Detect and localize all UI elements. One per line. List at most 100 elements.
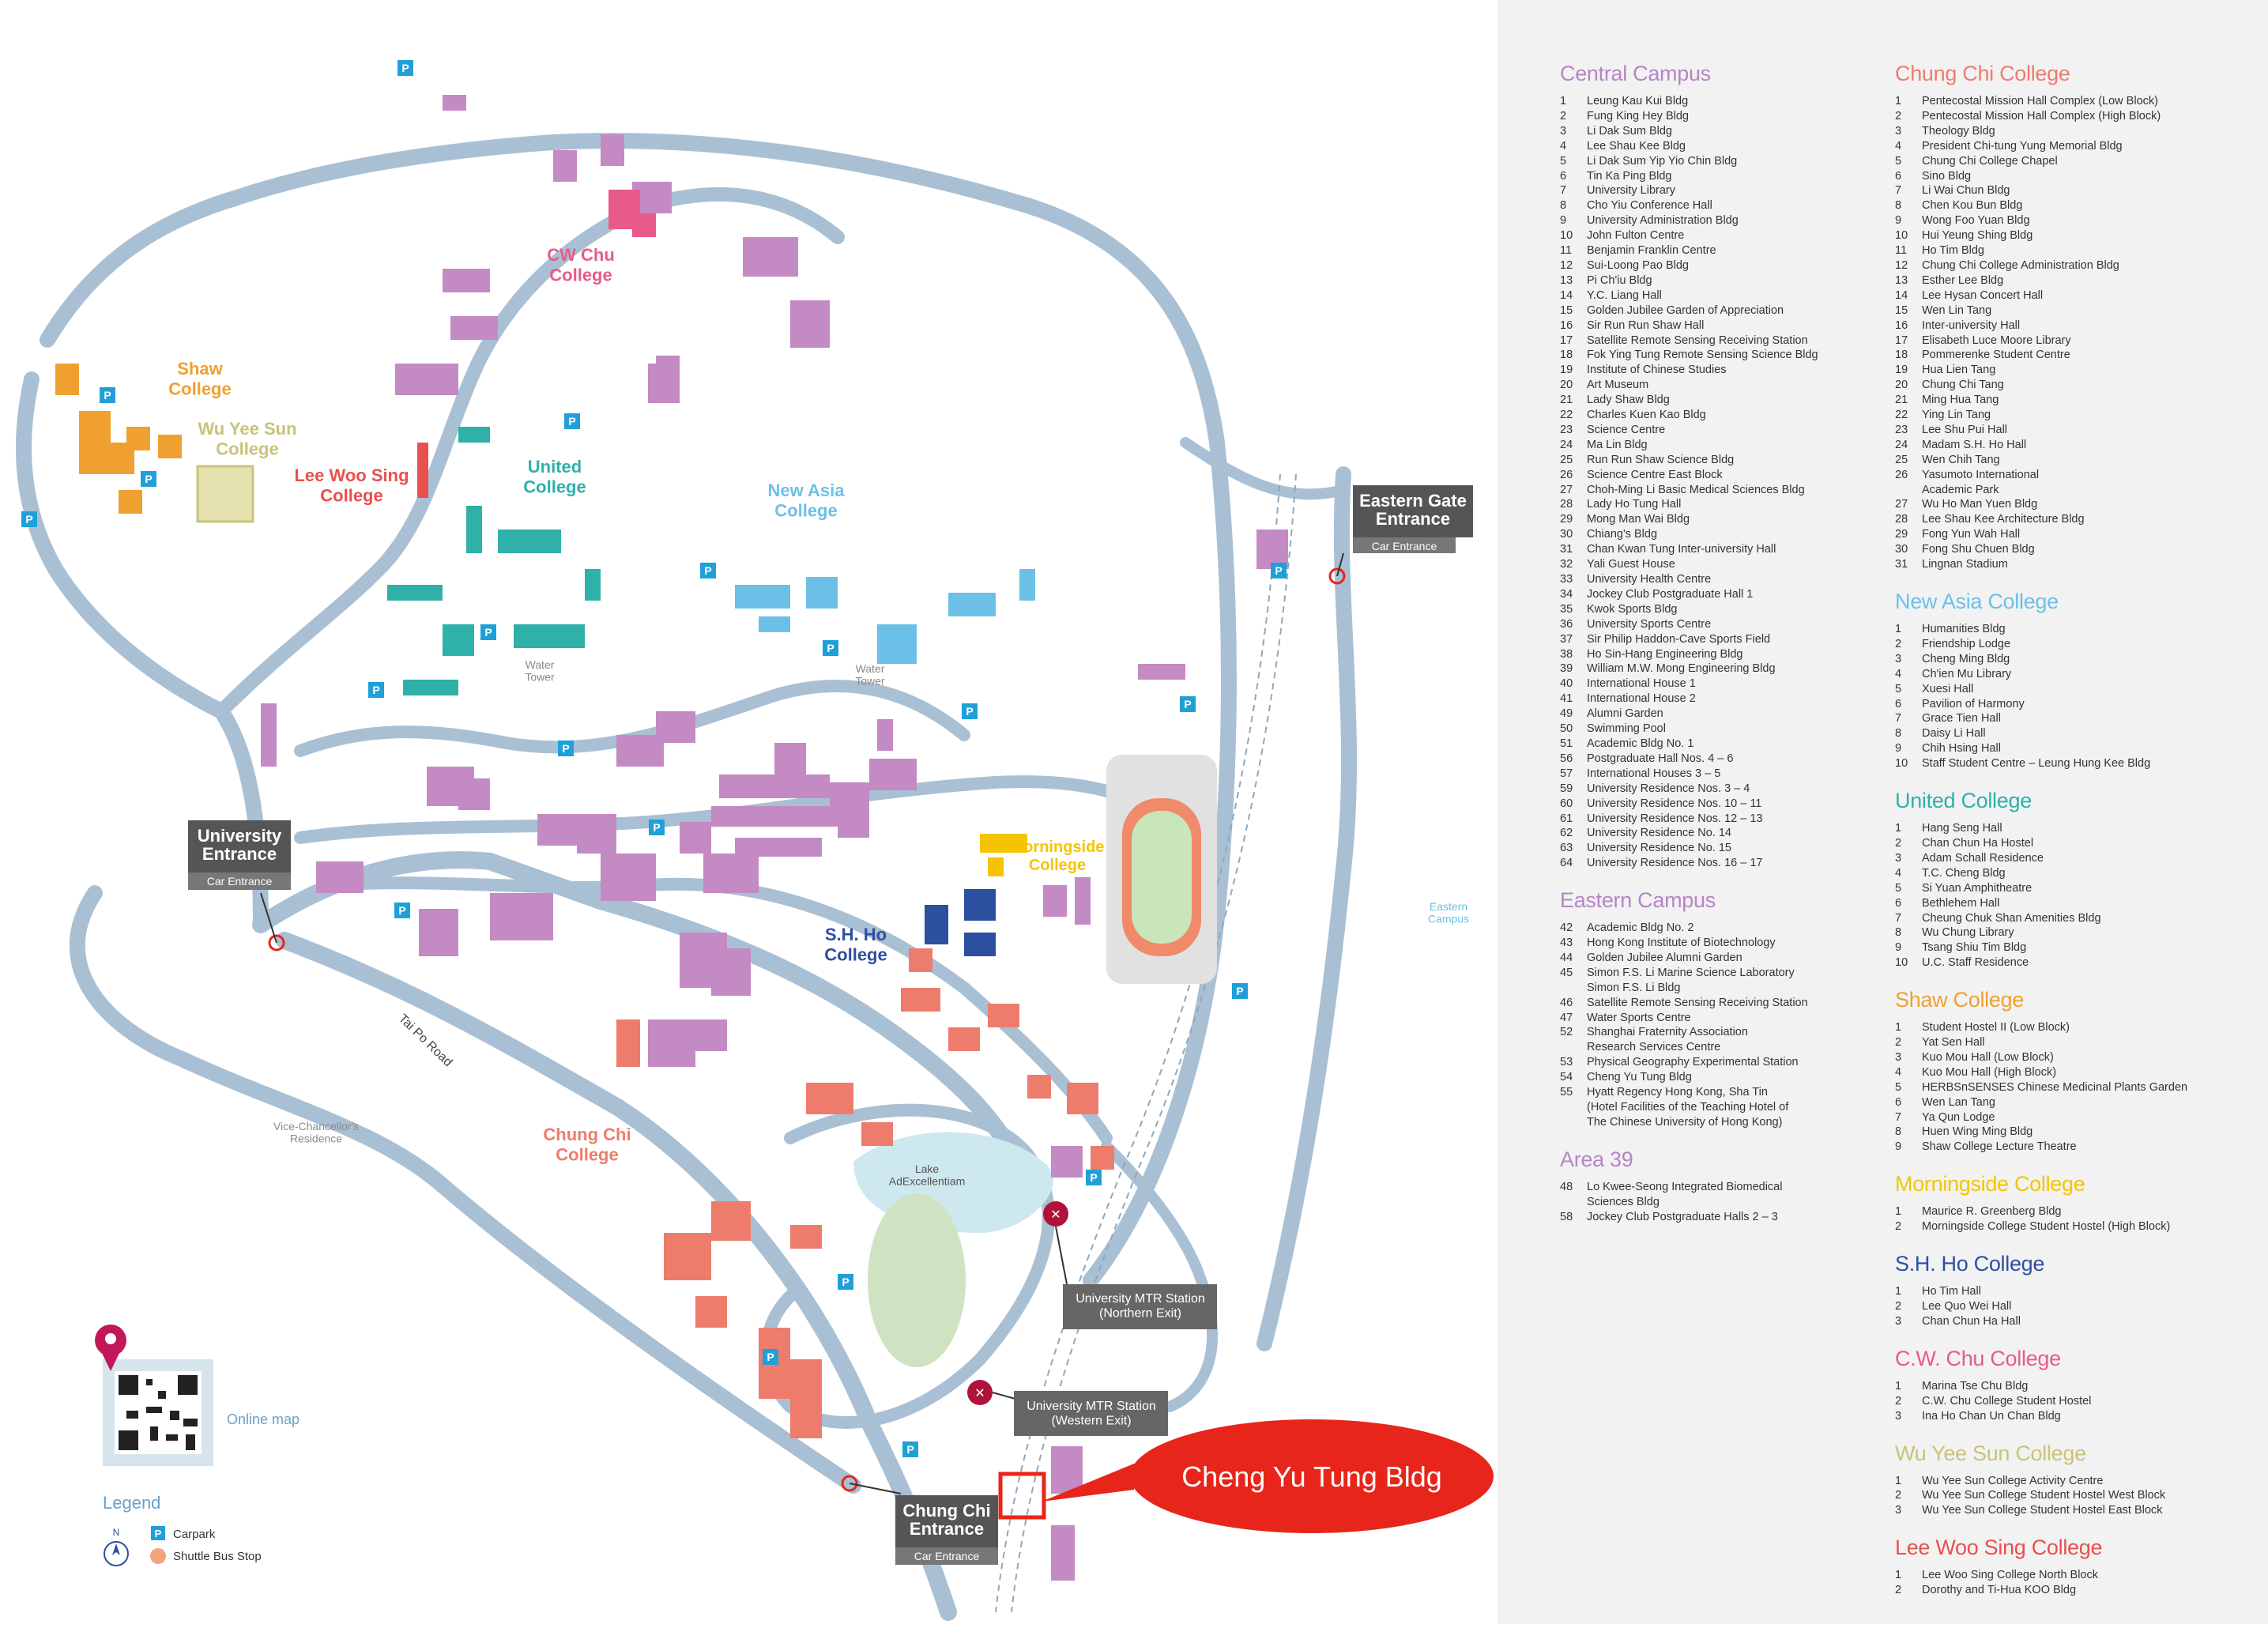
index-item: 19 Hua Lien Tang xyxy=(1895,363,2259,378)
index-item-number: 9 xyxy=(1895,742,1902,756)
index-item: 22 Charles Kuen Kao Bldg xyxy=(1560,408,1900,423)
index-item-name: Science Centre East Block xyxy=(1587,468,1723,481)
central-campus-buildings xyxy=(261,529,1288,1581)
index-item-number: 36 xyxy=(1560,617,1573,631)
index-item: 9 Tsang Shiu Tim Bldg xyxy=(1895,940,2259,955)
index-item: 25 Wen Chih Tang xyxy=(1895,453,2259,468)
svg-text:University MTR Station(Norther: University MTR Station (Northern Exit) xyxy=(1076,1292,1205,1320)
index-item-number: 5 xyxy=(1895,154,1902,168)
united-buildings xyxy=(387,427,601,695)
index-item-number: 13 xyxy=(1895,273,1908,287)
index-item-number: 6 xyxy=(1895,169,1902,183)
index-item: 21 Ming Hua Tang xyxy=(1895,393,2259,408)
index-item-name: Lo Kwee-Seong Integrated Biomedical xyxy=(1587,1180,1783,1193)
index-item-name: Ya Qun Lodge xyxy=(1922,1110,1995,1124)
index-item-name: Simon F.S. Li Bldg xyxy=(1587,981,1681,994)
index-item-name: Satellite Remote Sensing Receiving Stati… xyxy=(1587,996,1808,1009)
index-section: Central Campus 1 Leung Kau Kui Bldg 2 Fung K… xyxy=(1560,62,1900,871)
index-item-name: Ho Tim Hall xyxy=(1922,1285,1981,1298)
index-item-number: 60 xyxy=(1560,797,1573,810)
index-item: 2 Friendship Lodge xyxy=(1895,637,2259,652)
index-item-name: Kuo Mou Hall (Low Block) xyxy=(1922,1050,2054,1064)
index-item: 28 Lady Ho Tung Hall xyxy=(1560,497,1900,512)
index-item-number: 4 xyxy=(1560,139,1567,153)
index-item-number: 43 xyxy=(1560,936,1573,950)
index-item-number: 18 xyxy=(1560,349,1573,362)
qr-panel[interactable] xyxy=(95,1325,213,1466)
wu-yee-sun-building xyxy=(196,465,254,523)
online-map-link[interactable]: Online map xyxy=(227,1411,300,1427)
index-section: United College 1 Hang Seng Hall 2 Chan Chun … xyxy=(1895,789,2259,970)
index-item-name: Lady Shaw Bldg xyxy=(1587,394,1670,407)
svg-text:✕: ✕ xyxy=(1050,1207,1061,1222)
cheng-yu-tung-highlight[interactable] xyxy=(998,1472,1046,1520)
index-item-name: Lee Shau Kee Bldg xyxy=(1587,139,1686,153)
index-item: 60 University Residence Nos. 10 – 11 xyxy=(1560,797,1900,812)
label-cw-chu: CW Chu College xyxy=(547,245,615,285)
campus-map[interactable]: CW Chu College Shaw College Wu Yee Sun Coll… xyxy=(0,0,1498,1624)
index-item-number: 37 xyxy=(1560,632,1573,646)
index-section: Shaw College 1 Student Hostel II (Low Bloc… xyxy=(1895,988,2259,1155)
building-index: Central Campus 1 Leung Kau Kui Bldg 2 Fung K… xyxy=(1498,0,2268,1624)
legend: N P Carpark Shuttle Bus Stop xyxy=(104,1526,262,1566)
index-item-name: Leung Kau Kui Bldg xyxy=(1587,95,1689,107)
index-item-number xyxy=(1560,1115,1587,1130)
index-item: 36 University Sports Centre xyxy=(1560,617,1900,632)
playing-field xyxy=(868,1193,966,1367)
index-item-number: 1 xyxy=(1895,623,1902,635)
index-item-number: 21 xyxy=(1895,394,1908,407)
index-item-number: 7 xyxy=(1895,1110,1902,1124)
index-item-number: 2 xyxy=(1895,1489,1902,1502)
index-item: 35 Kwok Sports Bldg xyxy=(1560,602,1900,617)
index-section: New Asia College 1 Humanities Bldg 2 Friends… xyxy=(1895,590,2259,771)
index-item-number: 3 xyxy=(1895,1504,1902,1517)
index-item-number: 44 xyxy=(1560,951,1573,964)
index-item: 25 Run Run Shaw Science Bldg xyxy=(1560,453,1900,468)
index-item-number: 10 xyxy=(1895,956,1908,970)
index-item-name: Lee Woo Sing College North Block xyxy=(1922,1569,2098,1582)
index-item-number: 58 xyxy=(1560,1210,1573,1223)
index-item-name: Hui Yeung Shing Bldg xyxy=(1922,229,2033,243)
index-item: 34 Jockey Club Postgraduate Hall 1 xyxy=(1560,587,1900,602)
svg-text:P: P xyxy=(372,684,379,696)
index-item-number: 6 xyxy=(1895,896,1902,910)
index-item: 4 T.C. Cheng Bldg xyxy=(1895,866,2259,881)
eastern-campus-label: Eastern Campus xyxy=(1428,900,1469,925)
index-item: 8 Wu Chung Library xyxy=(1895,925,2259,940)
index-item-number: 59 xyxy=(1560,782,1573,795)
index-item-number: 19 xyxy=(1895,364,1908,377)
svg-text:✕: ✕ xyxy=(974,1385,985,1400)
callout-bubble[interactable] xyxy=(1130,1419,1494,1533)
index-item: 3 Kuo Mou Hall (Low Block) xyxy=(1895,1050,2259,1065)
index-item-number: 30 xyxy=(1895,543,1908,556)
index-item-name: Shanghai Fraternity Association xyxy=(1587,1026,1748,1039)
index-item-name: Benjamin Franklin Centre xyxy=(1587,244,1716,258)
index-item-number: 17 xyxy=(1560,334,1573,347)
index-item: 29 Fong Yun Wah Hall xyxy=(1895,527,2259,542)
index-item-number: 64 xyxy=(1560,857,1573,870)
index-item: 4 President Chi-tung Yung Memorial Bldg xyxy=(1895,139,2259,154)
index-item: 6 Wen Lan Tang xyxy=(1895,1095,2259,1110)
index-item: 1 Marina Tse Chu Bldg xyxy=(1895,1379,2259,1394)
index-item-number: 2 xyxy=(1895,1300,1902,1313)
index-item: 26 Science Centre East Block xyxy=(1560,468,1900,483)
index-item-name: Staff Student Centre – Leung Hung Kee Bl… xyxy=(1922,757,2151,771)
index-item-number: 6 xyxy=(1895,697,1902,710)
index-item-number: 2 xyxy=(1895,836,1902,850)
index-item: The Chinese University of Hong Kong) xyxy=(1560,1115,1900,1130)
index-item-number: 26 xyxy=(1895,468,1908,481)
index-item-number: 8 xyxy=(1895,926,1902,940)
index-item: 43 Hong Kong Institute of Biotechnology xyxy=(1560,936,1900,951)
index-item-number: 46 xyxy=(1560,996,1573,1009)
index-item: 64 University Residence Nos. 16 – 17 xyxy=(1560,856,1900,871)
mtr-western-icon xyxy=(967,1380,993,1405)
road-network xyxy=(16,133,1358,1621)
svg-text:P: P xyxy=(653,821,660,834)
index-item: 7 Cheung Chuk Shan Amenities Bldg xyxy=(1895,911,2259,926)
index-item-number: 63 xyxy=(1560,842,1573,855)
svg-text:P: P xyxy=(25,513,32,526)
index-item-name: Madam S.H. Ho Hall xyxy=(1922,438,2027,451)
index-item: 2 C.W. Chu College Student Hostel xyxy=(1895,1394,2259,1409)
legend-shuttle-label: Shuttle Bus Stop xyxy=(173,1550,262,1563)
